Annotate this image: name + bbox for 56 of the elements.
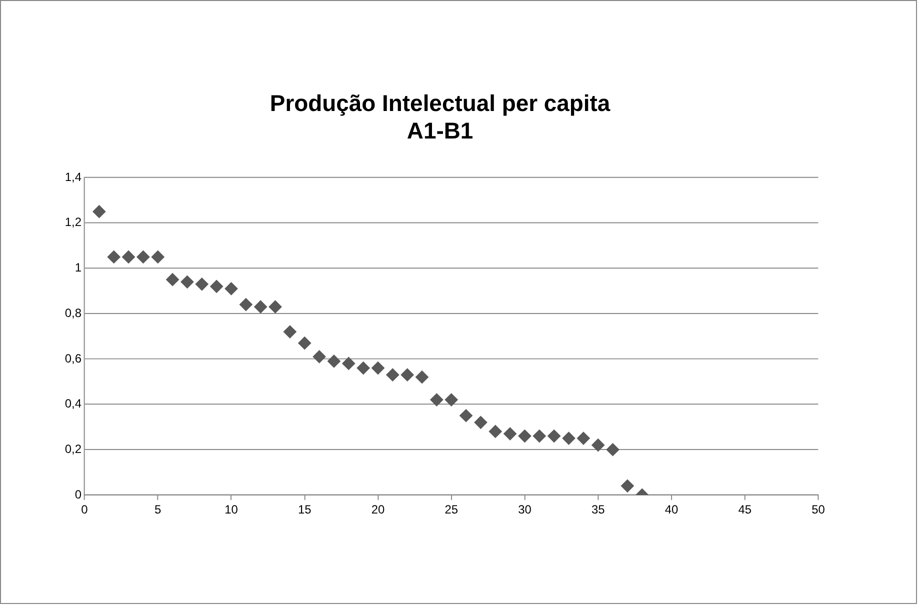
point	[151, 250, 164, 264]
point	[474, 416, 488, 429]
y-tick-label: 1,2	[64, 215, 82, 230]
point	[356, 362, 370, 374]
point	[592, 438, 605, 452]
x-tick-label: 30	[518, 502, 532, 516]
point	[327, 354, 340, 368]
point	[444, 393, 458, 406]
point	[239, 298, 252, 312]
x-tick-label: 15	[298, 502, 312, 516]
point	[488, 425, 502, 438]
y-tick-label: 0,8	[64, 306, 82, 320]
y-tick-label: 1	[74, 260, 82, 275]
x-tick-label: 20	[371, 502, 385, 516]
point	[166, 273, 180, 286]
point	[224, 282, 238, 296]
point	[107, 250, 120, 264]
point	[386, 368, 400, 382]
point	[562, 432, 576, 445]
point	[460, 409, 473, 422]
point	[254, 300, 268, 314]
point	[342, 357, 356, 370]
point	[576, 432, 590, 445]
point	[312, 350, 326, 364]
x-tick-label: 50	[812, 502, 826, 516]
point	[180, 275, 194, 288]
point	[210, 280, 224, 293]
point	[283, 325, 296, 338]
y-tick-label: 0,2	[64, 442, 82, 456]
y-tick-label: 0,6	[64, 351, 82, 366]
x-tick-label: 5	[154, 502, 162, 516]
point	[620, 479, 634, 492]
point	[504, 427, 517, 440]
point	[92, 205, 106, 218]
point	[518, 430, 532, 443]
y-tick-label: 0	[74, 487, 82, 502]
point	[606, 443, 620, 456]
point	[136, 250, 150, 264]
x-tick-label: 35	[591, 502, 606, 516]
point	[298, 336, 312, 350]
point	[548, 430, 561, 443]
chart-title: Produção Intelectual per capita A1-B1	[270, 90, 610, 144]
x-tick-label: 25	[444, 502, 458, 516]
y-tick-label: 0,4	[64, 396, 82, 411]
point	[400, 368, 414, 382]
point	[430, 393, 444, 406]
point	[532, 430, 546, 443]
point	[195, 278, 208, 291]
point	[122, 250, 136, 264]
x-tick-label: 10	[224, 502, 238, 516]
point	[416, 370, 428, 384]
x-tick-label: 45	[738, 502, 752, 516]
y-tick-label: 1,4	[64, 170, 82, 184]
point	[268, 300, 282, 314]
point	[372, 362, 384, 374]
x-tick-label: 40	[664, 502, 678, 516]
